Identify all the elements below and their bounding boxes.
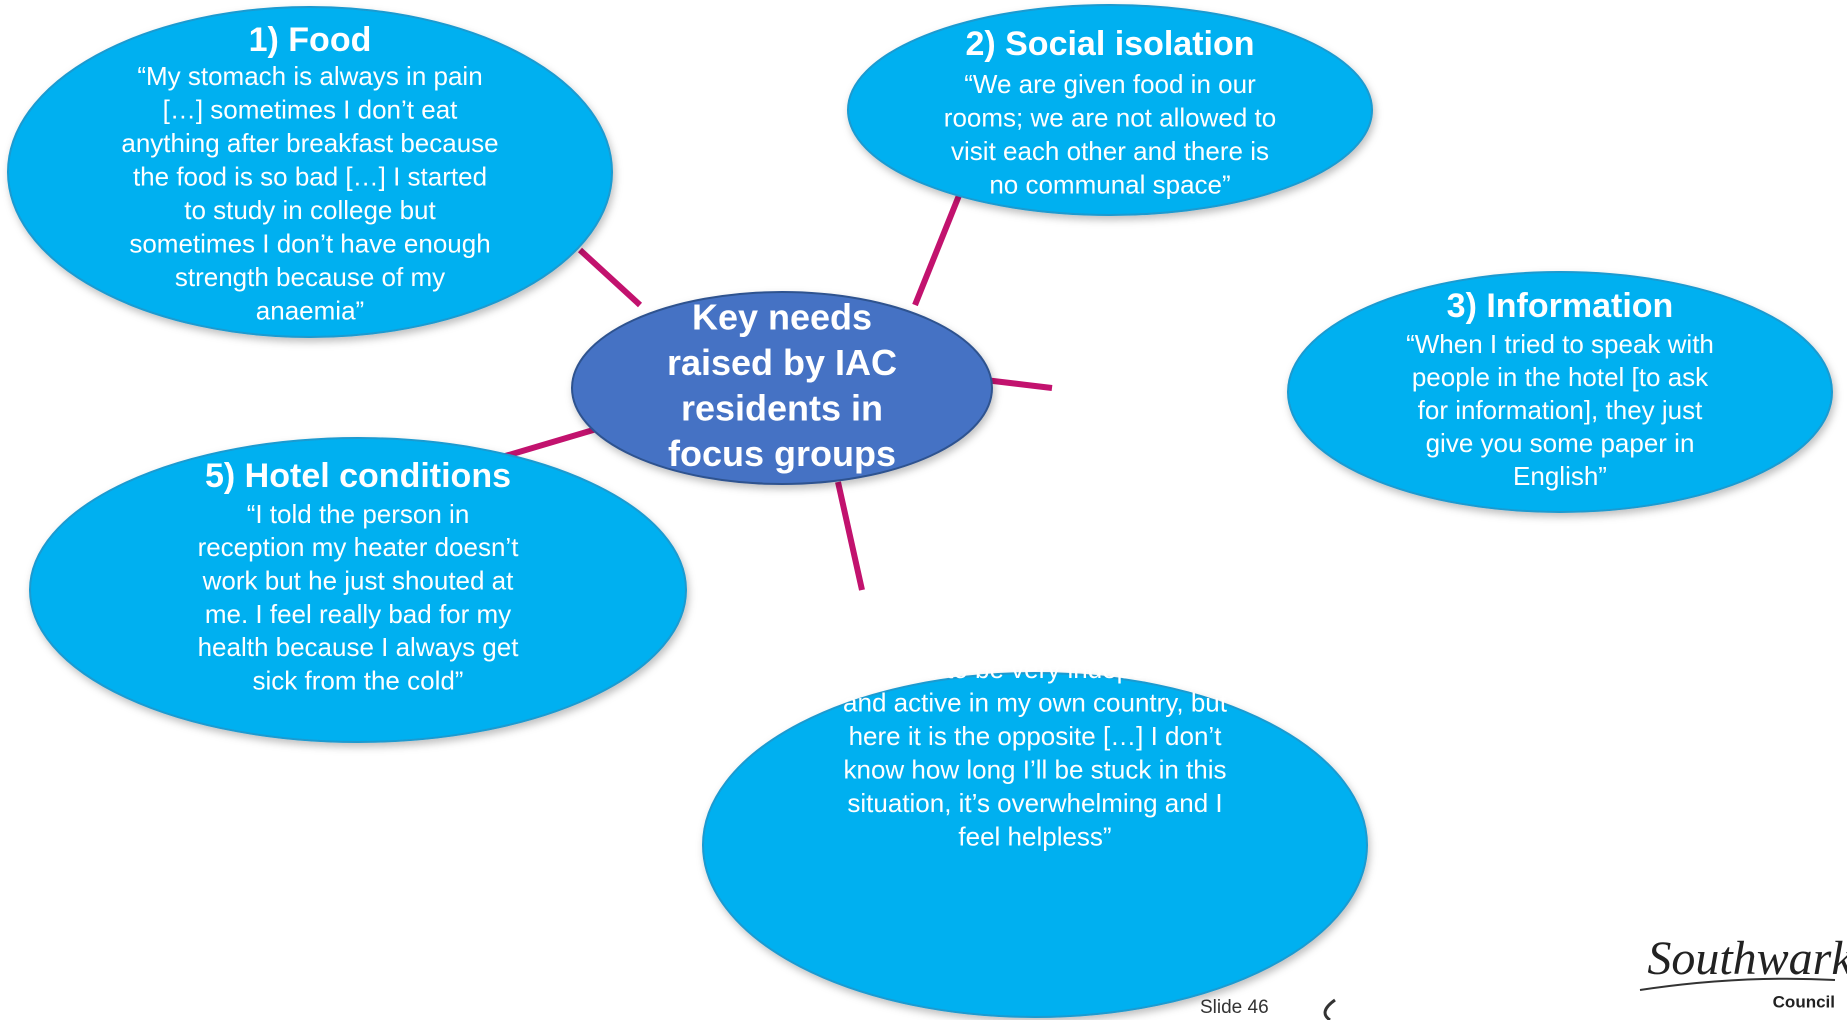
logo-line	[1639, 977, 1836, 991]
quote-line: anything after breakfast because	[121, 128, 498, 158]
topic-bubble	[847, 4, 1373, 216]
center-line: raised by IAC	[667, 342, 897, 383]
quote-line: strength because of my	[175, 262, 445, 292]
quote-line: “I used to be very independent	[859, 654, 1211, 684]
connector	[577, 247, 643, 308]
center-line: focus groups	[668, 433, 896, 474]
quote-line: “My stomach is always in pain	[137, 61, 482, 91]
topic-title: 4) Mental health	[907, 611, 1164, 649]
quote-line: situation, it’s overwhelming and I	[847, 788, 1222, 818]
slide-number: Slide 46	[1200, 997, 1269, 1018]
center-line: residents in	[681, 388, 883, 429]
center-bubble	[571, 291, 993, 485]
quote-line: sometimes I don’t have enough	[129, 228, 490, 258]
quote-line: anaemia”	[256, 295, 364, 325]
quote-line: reception my heater doesn’t	[198, 532, 520, 562]
quote-line: for information], they just	[1418, 395, 1703, 425]
quote-line: the food is so bad […] I started	[133, 161, 487, 191]
quote-line: to study in college but	[184, 195, 436, 225]
connector	[912, 186, 965, 307]
logo-name: Southwark	[1647, 932, 1847, 985]
quote-line: “When I tried to speak with	[1406, 329, 1714, 359]
quote-line: […] sometimes I don’t eat	[163, 94, 459, 124]
topic-bubble	[702, 672, 1368, 1018]
topic-bubble	[1287, 271, 1833, 513]
quote-line: people in the hotel [to ask	[1412, 362, 1709, 392]
quote-line: visit each other and there is	[951, 136, 1269, 166]
logo-swash	[1323, 998, 1336, 1020]
topic-title: 2) Social isolation	[965, 25, 1254, 63]
quote-line: sick from the cold”	[253, 665, 464, 695]
quote-line: “We are given food in our	[964, 69, 1256, 99]
quote-line: give you some paper in	[1426, 428, 1695, 458]
quote-line: work but he just shouted at	[202, 565, 515, 595]
quote-line: feel helpless”	[958, 821, 1111, 851]
topic-bubble	[29, 437, 687, 743]
topic-title: 5) Hotel conditions	[205, 457, 511, 495]
quote-line: “I told the person in	[247, 499, 470, 529]
quote-line: and active in my own country, but	[843, 687, 1228, 717]
connector	[984, 377, 1053, 391]
quote-line: me. I feel really bad for my	[205, 599, 511, 629]
quote-line: English”	[1513, 461, 1607, 491]
quote-line: rooms; we are not allowed to	[944, 102, 1276, 132]
quote-line: no communal space”	[989, 169, 1230, 199]
quote-line: here it is the opposite […] I don’t	[849, 721, 1223, 751]
connector	[835, 481, 865, 591]
quote-line: health because I always get	[198, 632, 520, 662]
topic-bubble	[7, 6, 613, 338]
connectors	[484, 186, 1053, 591]
center-line: Key needs	[692, 297, 872, 338]
topic-title: 1) Food	[249, 21, 372, 59]
logo-sub: Council	[1773, 992, 1835, 1011]
quote-line: know how long I’ll be stuck in this	[844, 754, 1227, 784]
topic-title: 3) Information	[1447, 287, 1674, 325]
